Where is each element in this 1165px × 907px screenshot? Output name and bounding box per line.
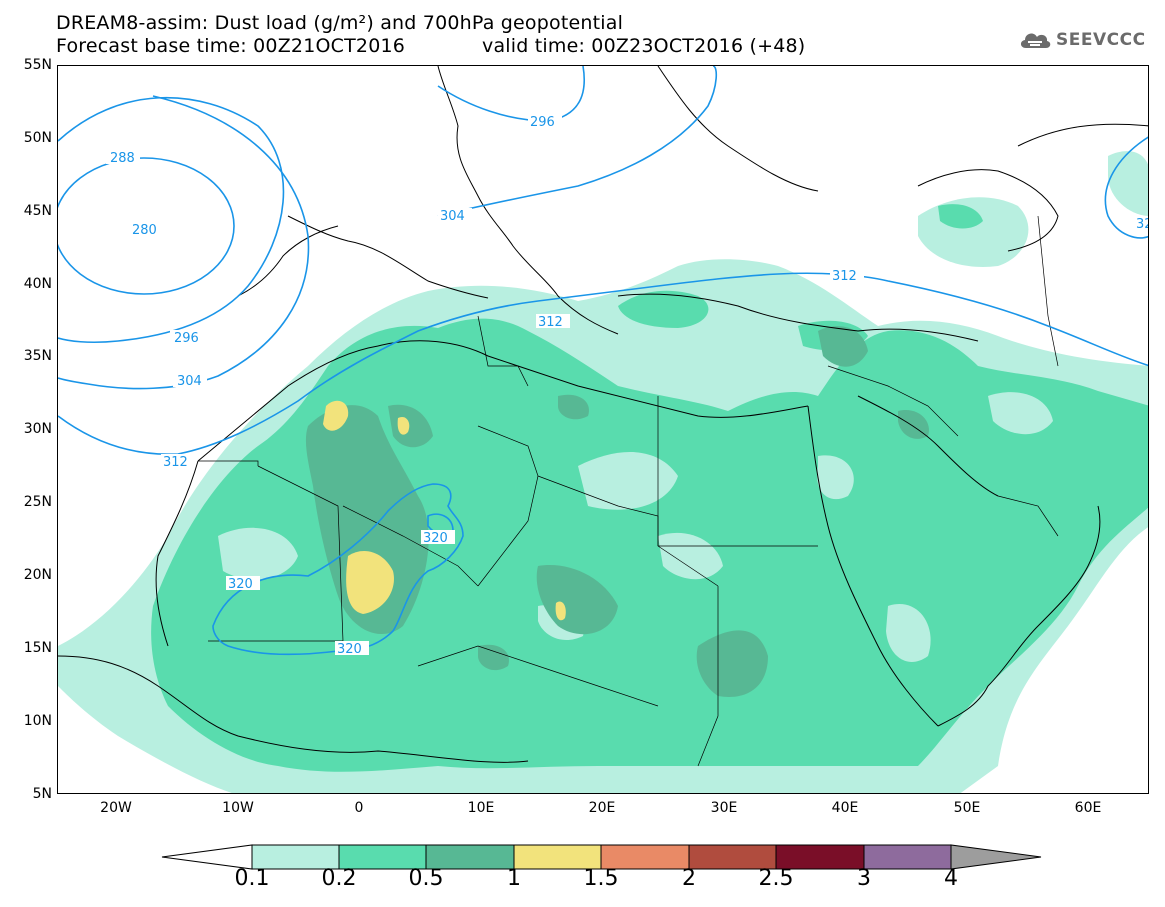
dust-map: 288 280 296 304 296 304 312 312 312 320 … [58,66,1149,793]
colorbar-label: 0.5 [408,866,444,891]
map-title: DREAM8-assim: Dust load (g/m²) and 700hP… [56,12,624,34]
dust-shading-holes [218,392,1053,662]
lon-label: 10W [222,800,254,816]
contour-label-288: 288 [110,151,135,166]
dust-shading-high [323,400,566,621]
colorbar-swatch-5 [688,844,777,870]
colorbar-label: 1.5 [583,866,619,891]
colorbar [161,844,1042,870]
contour-labels: 288 280 296 304 296 304 312 312 312 320 … [106,114,1149,657]
lat-label: 55N [23,57,52,73]
contour-label-304b: 304 [440,209,465,224]
lon-label: 20W [100,800,132,816]
lat-label: 30N [23,421,52,437]
contour-label-320: 320 [423,531,448,546]
colorbar-label: 3 [857,866,871,891]
lat-label: 45N [23,203,52,219]
lat-label: 35N [23,348,52,364]
lat-label: 20N [23,567,52,583]
contour-label-312b: 312 [832,269,857,284]
lat-label: 25N [23,494,52,510]
borders [198,215,1059,767]
colorbar-label: 1 [507,866,521,891]
colorbar-label: 2.5 [758,866,794,891]
contour-label-296b: 296 [530,115,555,130]
dust-shading-dark [305,326,929,697]
lat-label: 40N [23,276,52,292]
lon-label: 30E [710,800,738,816]
cloud-icon [1020,33,1051,48]
contour-label-312c: 312 [163,455,188,470]
colorbar-label: 0.2 [321,866,357,891]
geopotential-contours [58,66,1148,656]
lon-label: 0 [354,800,364,816]
lat-label: 10N [23,713,52,729]
contour-label-304: 304 [177,374,202,389]
valid-time: valid time: 00Z23OCT2016 (+48) [482,35,806,57]
lat-label: 5N [32,786,52,802]
contour-label-296: 296 [174,331,199,346]
lon-label: 10E [467,800,495,816]
colorbar-label: 0.1 [234,866,270,891]
seevccc-logo: SEEVCCC [1018,28,1146,52]
lon-label: 20E [588,800,616,816]
lon-label: 40E [831,800,859,816]
map-subtitle: Forecast base time: 00Z21OCT2016 valid ti… [56,35,805,57]
colorbar-swatch-6 [775,844,865,870]
colorbar-swatch-7 [863,844,952,870]
logo-text: SEEVCCC [1056,30,1146,50]
colorbar-swatch-0 [251,844,340,870]
contour-label-312: 312 [538,315,563,330]
colorbar-swatch-2 [425,844,515,870]
lat-label: 15N [23,640,52,656]
map-panel: 288 280 296 304 296 304 312 312 312 320 … [57,65,1149,794]
forecast-base-time: Forecast base time: 00Z21OCT2016 [56,35,406,57]
lon-label: 60E [1074,800,1102,816]
contour-label-320c: 320 [337,642,362,657]
lon-label: 50E [953,800,981,816]
colorbar-arrow-right [950,844,1042,870]
lat-label: 50N [23,130,52,146]
colorbar-label: 2 [682,866,696,891]
contour-label-320b: 320 [228,577,253,592]
colorbar-label: 4 [944,866,958,891]
coastlines [58,66,1148,763]
contour-label-280: 280 [132,223,157,238]
contour-label-32: 32 [1136,217,1149,232]
